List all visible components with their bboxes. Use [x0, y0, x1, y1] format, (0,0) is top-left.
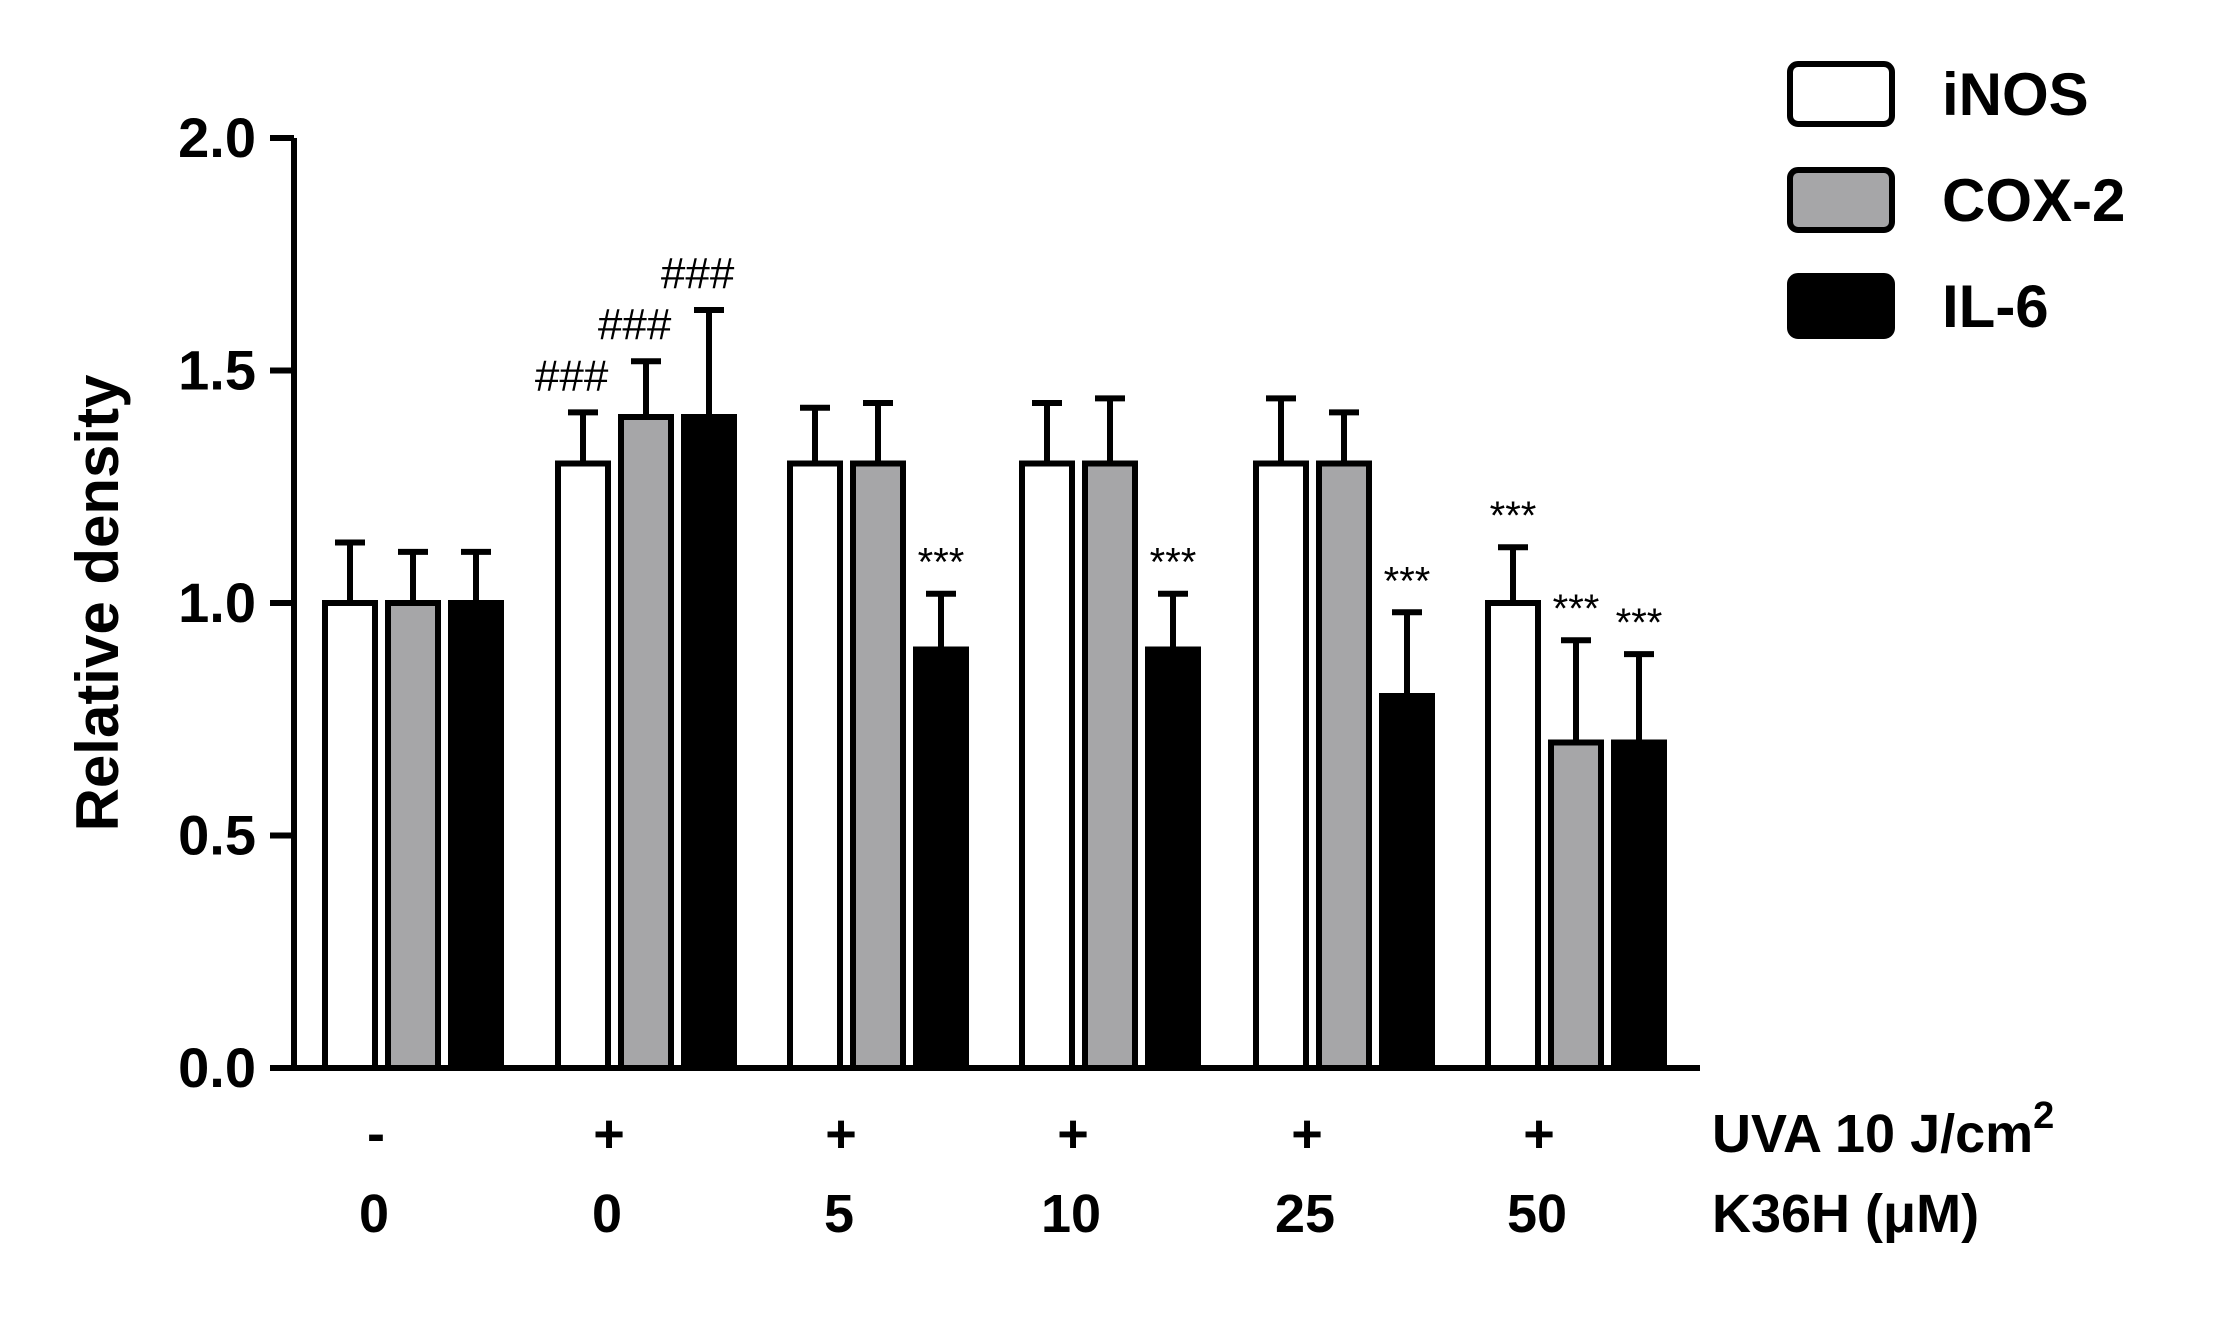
uva-value: +	[1057, 1104, 1089, 1164]
y-tick-label: 2.0	[178, 106, 256, 169]
legend: iNOS COX-2 IL-6	[1787, 61, 2125, 340]
uva-value: +	[1291, 1104, 1323, 1164]
significance-marker: ###	[660, 249, 734, 298]
significance-marker: ###	[534, 351, 608, 400]
uva-value: -	[367, 1104, 385, 1164]
significance-marker: ***	[1616, 601, 1663, 645]
bar-il-6	[913, 646, 969, 1071]
bar-inos	[1485, 600, 1541, 1071]
significance-marker: ***	[1490, 494, 1537, 538]
significance-marker: ***	[918, 541, 965, 585]
bar-il-6	[448, 600, 504, 1071]
bar-il-6	[1145, 646, 1201, 1071]
legend-swatch	[1787, 167, 1895, 233]
legend-swatch	[1787, 273, 1895, 339]
bar-inos	[555, 460, 611, 1071]
bar-cox-2	[1316, 460, 1372, 1071]
conditions: - + + + + +0 0 5 10 25 50 UVA 10 J/cm2 K36H (μM)	[359, 1095, 2054, 1244]
legend-label: iNOS	[1942, 61, 2089, 128]
bar-cox-2	[385, 600, 441, 1071]
k36h-value: 25	[1275, 1184, 1335, 1244]
uva-value: +	[825, 1104, 857, 1164]
significance-marker: ***	[1150, 541, 1197, 585]
y-tick-label: 0.0	[178, 1036, 256, 1099]
bar-il-6	[681, 414, 737, 1071]
k36h-value: 50	[1507, 1184, 1567, 1244]
bars	[322, 307, 1667, 1071]
k36h-value: 0	[359, 1184, 389, 1244]
bar-cox-2	[850, 460, 906, 1071]
bar-cox-2	[1548, 739, 1604, 1071]
bar-il-6	[1611, 739, 1667, 1071]
k36h-value: 5	[824, 1184, 854, 1244]
legend-label: IL-6	[1942, 273, 2049, 340]
uva-value: +	[593, 1104, 625, 1164]
uva-value: +	[1523, 1104, 1555, 1164]
k36h-row-label: K36H (μM)	[1712, 1184, 1979, 1244]
y-tick-label: 1.5	[178, 339, 256, 402]
y-tick-label: 1.0	[178, 571, 256, 634]
axes: 0.0 0.5 1.0 1.5 2.0 Relative density	[64, 106, 1700, 1099]
y-axis-title: Relative density	[64, 374, 131, 831]
annotations: ### *** ### *** ### *** *** *** ***	[534, 249, 1662, 645]
legend-swatch	[1787, 61, 1895, 127]
y-tick-label: 0.5	[178, 804, 256, 867]
bar-il-6	[1379, 693, 1435, 1071]
bar-cox-2	[618, 414, 674, 1071]
bar-inos	[787, 460, 843, 1071]
significance-marker: ***	[1553, 587, 1600, 631]
k36h-value: 10	[1041, 1184, 1101, 1244]
k36h-value: 0	[592, 1184, 622, 1244]
uva-row-label: UVA 10 J/cm2	[1712, 1095, 2054, 1164]
bar-cox-2	[1082, 460, 1138, 1071]
significance-marker: ###	[597, 300, 671, 349]
bar-inos	[1253, 460, 1309, 1071]
significance-marker: ***	[1384, 559, 1431, 603]
legend-label: COX-2	[1942, 167, 2125, 234]
bar-inos	[1019, 460, 1075, 1071]
bar-inos	[322, 600, 378, 1071]
